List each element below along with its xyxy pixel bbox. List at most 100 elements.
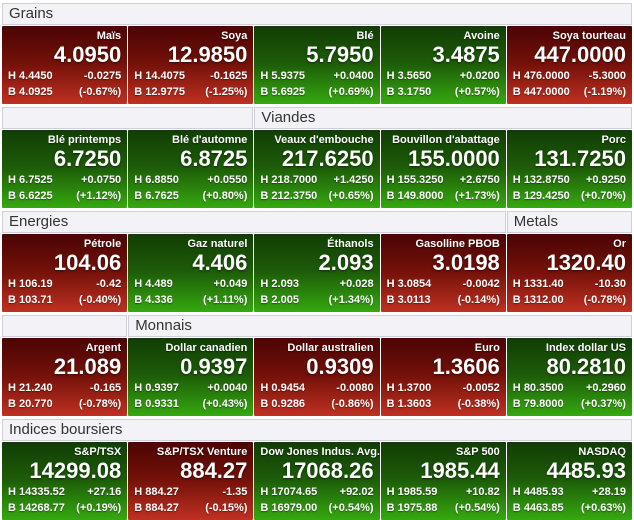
high-value: H 1.3700 — [386, 382, 432, 394]
low-prefix-label: B — [8, 190, 16, 202]
change-percent: (-0.86%) — [331, 398, 374, 410]
quote-stats: H 6.8850 +0.0550 B 6.7625 (+0.80%) — [128, 172, 253, 205]
low-prefix-label: B — [134, 190, 143, 202]
instrument-name: S&P 500 — [455, 446, 500, 458]
quote-stats: H 14335.52 +27.16 B 14268.77 (+0.19%) — [2, 484, 127, 517]
quote-tile-bl[interactable]: Blé 5.7950 H 5.9375 +0.0400 B 5.6925 (+0… — [254, 26, 380, 104]
quote-tile-porc[interactable]: Porc 131.7250 H 132.8750 +0.9250 B 129.4… — [506, 130, 632, 208]
quote-tile-bl-printemps[interactable]: Blé printemps 6.7250 H 6.7525 +0.0750 B … — [2, 130, 128, 208]
low-value: B 103.71 — [8, 294, 53, 306]
high-value: H 80.3500 — [512, 382, 564, 394]
quote-tile-s-p-tsx[interactable]: S&P/TSX 14299.08 H 14335.52 +27.16 B 142… — [2, 442, 128, 520]
instrument-name: Porc — [601, 134, 626, 146]
section-title: Indices boursiers — [9, 421, 123, 438]
quote-tile-dow-jones-indus-avg[interactable]: Dow Jones Indus. Avg. 17068.26 H 17074.6… — [254, 442, 380, 520]
quote-tile-bouvillon-d-abattage[interactable]: Bouvillon d'abattage 155.0000 H 155.3250… — [380, 130, 506, 208]
quote-tile-or[interactable]: Or 1320.40 H 1331.40 -10.30 B 1312.00 (-… — [506, 234, 632, 312]
change-value: +0.028 — [339, 278, 374, 290]
high-value: H 1331.40 — [512, 278, 564, 290]
high-prefix-label: H — [134, 174, 143, 186]
change-value: +0.049 — [213, 278, 248, 290]
quote-tile-thanols[interactable]: Éthanols 2.093 H 2.093 +0.028 B 2.005 (+… — [254, 234, 380, 312]
high-value: H 884.27 — [134, 486, 179, 498]
change-value: +0.9250 — [585, 174, 626, 186]
low-prefix-label: B — [260, 502, 269, 514]
last-price: 17068.26 — [281, 458, 374, 483]
change-percent: (-0.40%) — [79, 294, 122, 306]
quote-stats: H 0.9454 -0.0080 B 0.9286 (-0.86%) — [254, 380, 379, 413]
change-value: +27.16 — [87, 486, 122, 498]
change-value: -0.0042 — [462, 278, 500, 290]
section-tile-row: Pétrole 104.06 H 106.19 -0.42 B 103.71 (… — [2, 234, 632, 312]
quote-stats: H 155.3250 +2.6750 B 149.8000 (+1.73%) — [381, 172, 506, 205]
low-prefix-label: B — [386, 86, 395, 98]
quote-stats: H 132.8750 +0.9250 B 129.4250 (+0.70%) — [507, 172, 632, 205]
instrument-name: Euro — [474, 342, 500, 354]
change-percent: (-0.78%) — [79, 398, 122, 410]
low-value: B 447.0000 — [512, 86, 570, 98]
last-price: 217.6250 — [281, 146, 374, 171]
low-value: B 6.6225 — [8, 190, 53, 202]
last-price: 447.0000 — [534, 42, 626, 67]
change-value: +1.4250 — [333, 174, 374, 186]
quote-tile-gasolline-pbob[interactable]: Gasolline PBOB 3.0198 H 3.0854 -0.0042 B… — [380, 234, 506, 312]
quote-tile-soya[interactable]: Soya 12.9850 H 14.4075 -0.1625 B 12.9775… — [128, 26, 254, 104]
quote-tile-s-p-tsx-venture[interactable]: S&P/TSX Venture 884.27 H 884.27 -1.35 B … — [128, 442, 254, 520]
last-price: 3.4875 — [432, 42, 500, 67]
low-value: B 12.9775 — [134, 86, 185, 98]
quote-tile-dollar-australien[interactable]: Dollar australien 0.9309 H 0.9454 -0.008… — [254, 338, 380, 416]
change-percent: (-0.67%) — [79, 86, 122, 98]
instrument-name: Blé — [356, 30, 374, 42]
quote-tile-top: Gaz naturel 4.406 — [128, 237, 253, 275]
last-price: 80.2810 — [546, 354, 626, 379]
quote-tile-avoine[interactable]: Avoine 3.4875 H 3.5650 +0.0200 B 3.1750 … — [380, 26, 506, 104]
high-value: H 4.489 — [134, 278, 173, 290]
quote-tile-top: S&P 500 1985.44 — [381, 445, 506, 483]
change-percent: (-0.38%) — [457, 398, 500, 410]
quote-tile-top: Dollar canadien 0.9397 — [128, 341, 253, 379]
quote-tile-argent[interactable]: Argent 21.089 H 21.240 -0.165 B 20.770 (… — [2, 338, 128, 416]
quote-tile-bl-d-automne[interactable]: Blé d'automne 6.8725 H 6.8850 +0.0550 B … — [128, 130, 254, 208]
low-prefix-label: B — [512, 502, 521, 514]
high-value: H 4485.93 — [512, 486, 564, 498]
quote-tile-index-dollar-us[interactable]: Index dollar US 80.2810 H 80.3500 +0.296… — [506, 338, 632, 416]
quote-tile-dollar-canadien[interactable]: Dollar canadien 0.9397 H 0.9397 +0.0040 … — [128, 338, 254, 416]
quote-tile-gaz-naturel[interactable]: Gaz naturel 4.406 H 4.489 +0.049 B 4.336… — [128, 234, 254, 312]
last-price: 0.9397 — [180, 354, 248, 379]
low-prefix-label: B — [134, 398, 143, 410]
instrument-name: Dow Jones Indus. Avg. — [260, 446, 380, 458]
quote-tile-ma-s[interactable]: Maïs 4.0950 H 4.4450 -0.0275 B 4.0925 (-… — [2, 26, 128, 104]
last-price: 104.06 — [53, 250, 122, 275]
quote-tile-p-trole[interactable]: Pétrole 104.06 H 106.19 -0.42 B 103.71 (… — [2, 234, 128, 312]
change-value: -1.35 — [222, 486, 248, 498]
change-percent: (+0.57%) — [454, 86, 500, 98]
quote-tile-euro[interactable]: Euro 1.3606 H 1.3700 -0.0052 B 1.3603 (-… — [380, 338, 506, 416]
quote-tile-top: Éthanols 2.093 — [254, 237, 379, 275]
quote-tile-veaux-d-embouche[interactable]: Veaux d'embouche 217.6250 H 218.7000 +1.… — [254, 130, 380, 208]
low-value: B 0.9286 — [260, 398, 306, 410]
instrument-name: Dollar canadien — [165, 342, 248, 354]
high-prefix-label: H — [512, 382, 521, 394]
quote-stats: H 476.0000 -5.3000 B 447.0000 (-1.19%) — [507, 68, 632, 101]
section-header-row: Energies Metals — [2, 211, 632, 233]
quote-tile-top: Bouvillon d'abattage 155.0000 — [381, 133, 506, 171]
high-prefix-label: H — [260, 278, 269, 290]
low-value: B 16979.00 — [260, 502, 318, 514]
quote-tile-soya-tourteau[interactable]: Soya tourteau 447.0000 H 476.0000 -5.300… — [506, 26, 632, 104]
quote-stats: H 218.7000 +1.4250 B 212.3750 (+0.65%) — [254, 172, 379, 205]
low-prefix-label: B — [386, 398, 395, 410]
section-tile-row: S&P/TSX 14299.08 H 14335.52 +27.16 B 142… — [2, 442, 632, 520]
high-prefix-label: H — [260, 174, 269, 186]
instrument-name: S&P/TSX — [74, 446, 122, 458]
quote-tile-top: S&P/TSX 14299.08 — [2, 445, 127, 483]
quote-tile-nasdaq[interactable]: NASDAQ 4485.93 H 4485.93 +28.19 B 4463.8… — [506, 442, 632, 520]
section-title: Grains — [9, 5, 54, 22]
change-value: +0.0400 — [333, 70, 374, 82]
quote-tile-s-p-500[interactable]: S&P 500 1985.44 H 1985.59 +10.82 B 1975.… — [380, 442, 506, 520]
section-title: Energies — [9, 213, 69, 230]
quote-stats: H 14.4075 -0.1625 B 12.9775 (-1.25%) — [128, 68, 253, 101]
last-price: 2.093 — [318, 250, 374, 275]
quote-tile-top: S&P/TSX Venture 884.27 — [128, 445, 253, 483]
low-value: B 3.0113 — [386, 294, 431, 306]
low-prefix-label: B — [134, 294, 143, 306]
